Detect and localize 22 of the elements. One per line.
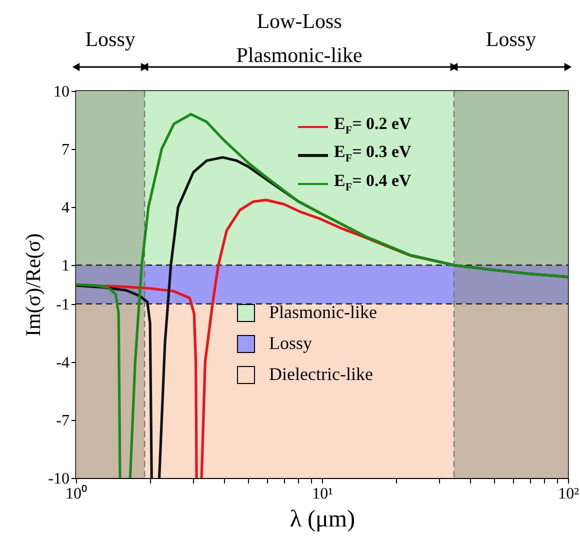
y-tick-label: 1 [62,258,70,275]
x-tick-label: 10¹ [312,486,334,502]
legend-label: E$_{F}$= 0.3 eV [334,141,412,167]
band-label: Dielectric-like [269,364,373,385]
y-tick-label: -1 [56,296,70,314]
x-tick-label: 10⁰ [66,484,88,502]
x-tick-label: 10² [558,486,580,502]
legend-label: E$_{F}$= 0.2 eV [334,113,412,138]
legend-label: E$_{F}$= 0.4 eV [334,170,412,196]
band-label: Lossy [85,27,136,51]
legend-label: Lossy [269,333,312,354]
y-tick-label: -7 [56,412,70,430]
band-label: Plasmonic-like [269,302,377,323]
text: Low-Loss Plasmonic-like [236,9,362,67]
band-label: Lossy [486,27,537,51]
y-tick-label: 10 [54,84,70,100]
x-axis-title: λ (μm) [290,506,356,532]
y-tick-label: -4 [56,354,70,372]
y-tick-label: 7 [62,142,70,159]
y-tick-label: 4 [62,200,70,217]
y-axis-title: Im(σ)/Re(σ) [21,233,46,337]
y-tick-label: -10 [48,470,70,488]
